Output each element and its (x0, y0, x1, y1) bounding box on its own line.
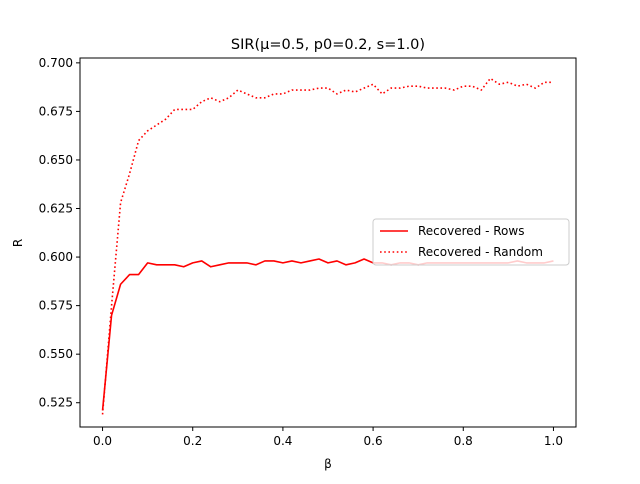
x-tick-label: 0.4 (273, 434, 292, 448)
x-tick-label: 0.2 (183, 434, 202, 448)
y-tick-label: 0.525 (39, 396, 73, 410)
y-tick-label: 0.625 (39, 202, 73, 216)
legend-label-rows: Recovered - Rows (418, 224, 524, 238)
y-tick-label: 0.650 (39, 153, 73, 167)
x-axis-label: β (324, 457, 332, 471)
x-tick-label: 1.0 (544, 434, 563, 448)
legend-box (372, 218, 570, 266)
y-tick-label: 0.600 (39, 250, 73, 264)
plot-frame (79, 57, 577, 428)
legend-label-random: Recovered - Random (418, 245, 543, 259)
x-tick-label: 0.6 (364, 434, 383, 448)
legend: Recovered - Rows Recovered - Random (372, 218, 570, 266)
x-tick-label: 0.0 (93, 434, 112, 448)
y-tick-label: 0.700 (39, 56, 73, 70)
x-tick-label: 0.8 (454, 434, 473, 448)
x-axis-ticks: 0.0 0.2 0.4 0.6 0.8 1.0 (93, 427, 563, 448)
y-axis-label: R (11, 239, 25, 247)
y-tick-label: 0.575 (39, 299, 73, 313)
y-axis-ticks: 0.525 0.550 0.575 0.600 0.625 0.650 0.675 0.700 (39, 56, 80, 410)
chart-title: SIR(μ=0.5, p0=0.2, s=1.0) (231, 37, 425, 53)
series-line-recovered-random (101, 77, 554, 415)
y-tick-label: 0.550 (39, 347, 73, 361)
y-tick-label: 0.675 (39, 104, 73, 118)
